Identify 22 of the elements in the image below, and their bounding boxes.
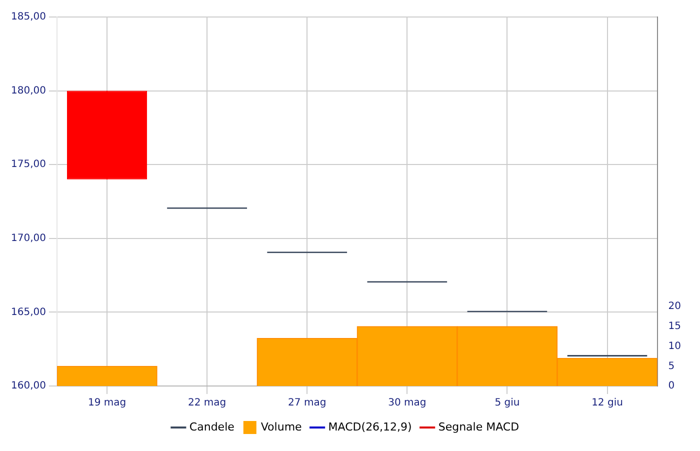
y-tick-label: 185,00 <box>10 12 46 23</box>
y-tick-label: 175,00 <box>10 159 46 170</box>
y-tick-label: 165,00 <box>10 306 46 318</box>
x-tick-label: 27 mag <box>288 398 326 409</box>
legend-label: Candele <box>189 420 235 434</box>
y-tick-label: 180,00 <box>10 85 46 96</box>
x-tick-label: 5 giu <box>494 398 520 409</box>
y2-tick-label: 5 <box>668 360 675 372</box>
y2-tick-label: 10 <box>668 340 682 352</box>
x-tick-label: 19 mag <box>88 398 126 409</box>
x-tick-label: 12 giu <box>592 398 623 409</box>
legend-label: Segnale MACD <box>438 420 520 434</box>
y-tick-label: 170,00 <box>10 232 46 244</box>
legend-label: Volume <box>260 420 302 434</box>
y2-tick-label: 15 <box>668 321 682 332</box>
y2-tick-label: 20 <box>668 301 682 312</box>
y2-tick-label: 0 <box>668 380 675 392</box>
legend-label: MACD(26,12,9) <box>328 420 412 434</box>
y-tick-label: 160,00 <box>10 380 46 392</box>
candlestick <box>66 90 148 180</box>
x-tick-label: 22 mag <box>188 398 226 409</box>
x-tick-label: 30 mag <box>388 398 426 409</box>
